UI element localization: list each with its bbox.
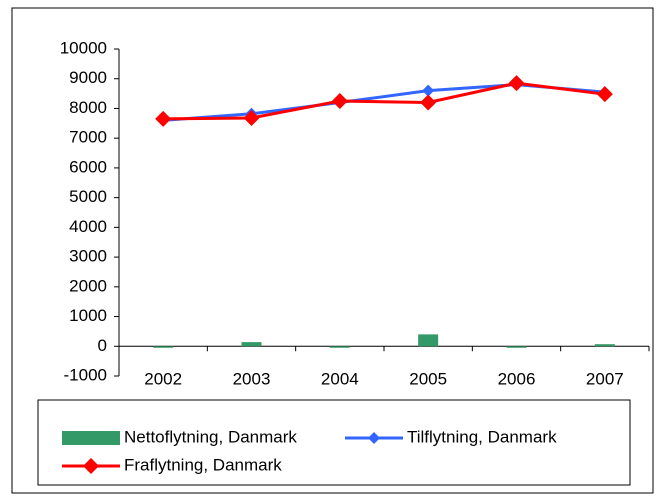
bar bbox=[241, 342, 262, 347]
bar bbox=[418, 334, 439, 347]
bar bbox=[153, 346, 174, 348]
line bbox=[163, 81, 606, 121]
marker bbox=[243, 109, 260, 126]
y-tick-label: 2000 bbox=[69, 276, 107, 295]
y-tick-label: 1000 bbox=[69, 306, 107, 325]
y-tick-label: 5000 bbox=[69, 187, 107, 206]
marker bbox=[508, 75, 525, 92]
marker bbox=[331, 93, 348, 110]
bar bbox=[506, 346, 527, 348]
y-tick-label: 4000 bbox=[69, 217, 107, 236]
y-tick-label: 7000 bbox=[69, 128, 107, 147]
y-tick-label: 8000 bbox=[69, 98, 107, 117]
y-tick-label: 9000 bbox=[69, 68, 107, 87]
marker bbox=[596, 86, 613, 103]
y-tick-label: 3000 bbox=[69, 247, 107, 266]
legend-label: Tilflytning, Danmark bbox=[407, 427, 557, 446]
y-tick-label: 10000 bbox=[60, 38, 107, 57]
x-tick-label: 2003 bbox=[233, 369, 271, 388]
marker bbox=[422, 84, 435, 97]
legend-label: Fraflytning, Danmark bbox=[124, 455, 282, 474]
legend-marker bbox=[83, 458, 99, 474]
legend-label: Nettoflytning, Danmark bbox=[124, 427, 297, 446]
legend-marker bbox=[368, 432, 380, 444]
x-tick-label: 2006 bbox=[498, 369, 536, 388]
bar bbox=[329, 346, 350, 348]
x-tick-label: 2005 bbox=[409, 369, 447, 388]
y-tick-label: 6000 bbox=[69, 157, 107, 176]
marker bbox=[155, 110, 172, 127]
marker bbox=[420, 94, 437, 111]
y-tick-label: -1000 bbox=[64, 365, 107, 384]
legend-box bbox=[37, 399, 631, 486]
x-tick-label: 2007 bbox=[586, 369, 624, 388]
bar bbox=[594, 344, 615, 347]
x-tick-label: 2004 bbox=[321, 369, 359, 388]
x-tick-label: 2002 bbox=[144, 369, 182, 388]
y-tick-label: 0 bbox=[98, 336, 107, 355]
legend-swatch bbox=[62, 431, 120, 445]
